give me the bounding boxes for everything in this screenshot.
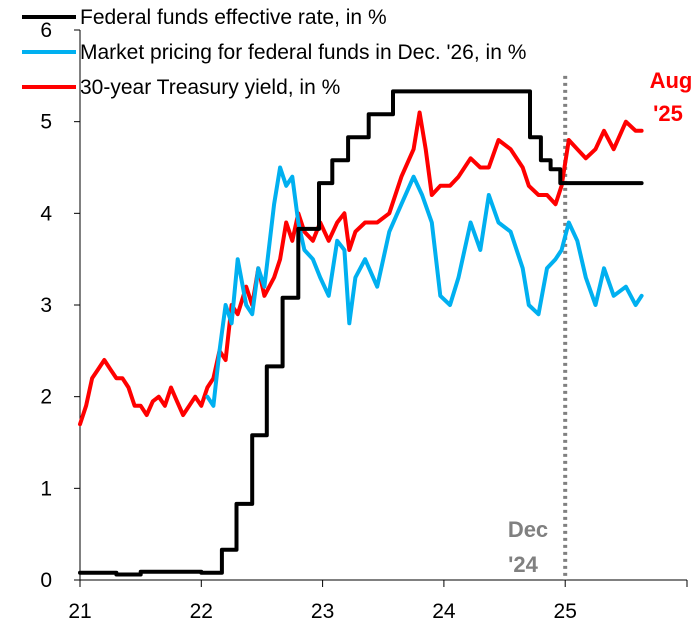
legend-label-fed-funds: Federal funds effective rate, in % xyxy=(80,6,387,29)
y-tick-label: 6 xyxy=(40,19,52,42)
series-layer xyxy=(78,75,644,580)
annotation-dec-24-line2: '24 xyxy=(508,552,538,577)
annotation-layer: Dec '24 Aug '25 xyxy=(508,68,693,577)
series-line-30-year-treasury-yield-in xyxy=(78,110,644,427)
x-tick-label: 25 xyxy=(554,600,577,623)
x-tick-label: 22 xyxy=(190,600,213,623)
x-tick-label: 23 xyxy=(311,600,334,623)
y-tick-label: 5 xyxy=(40,111,52,134)
legend-label-market-pricing: Market pricing for federal funds in Dec.… xyxy=(80,41,526,64)
series-line-market-pricing-for-federal-funds-in-dec-26-in xyxy=(205,165,644,408)
y-tick-label: 4 xyxy=(40,202,52,225)
x-tick-label: 24 xyxy=(432,600,456,623)
y-tick-label: 3 xyxy=(40,294,52,317)
series-line-federal-funds-effective-rate-in xyxy=(78,89,644,577)
annotation-aug-25-line1: Aug xyxy=(650,68,693,93)
annotation-dec-24-line1: Dec xyxy=(508,517,548,542)
y-tick-label: 1 xyxy=(40,477,52,500)
legend: Federal funds effective rate, in % Marke… xyxy=(22,6,526,99)
x-tick-label: 21 xyxy=(68,600,91,623)
legend-label-treasury-yield: 30-year Treasury yield, in % xyxy=(80,76,340,99)
annotation-aug-25-line2: '25 xyxy=(653,101,683,126)
y-tick-label: 0 xyxy=(40,569,52,592)
y-tick-label: 2 xyxy=(40,386,52,409)
